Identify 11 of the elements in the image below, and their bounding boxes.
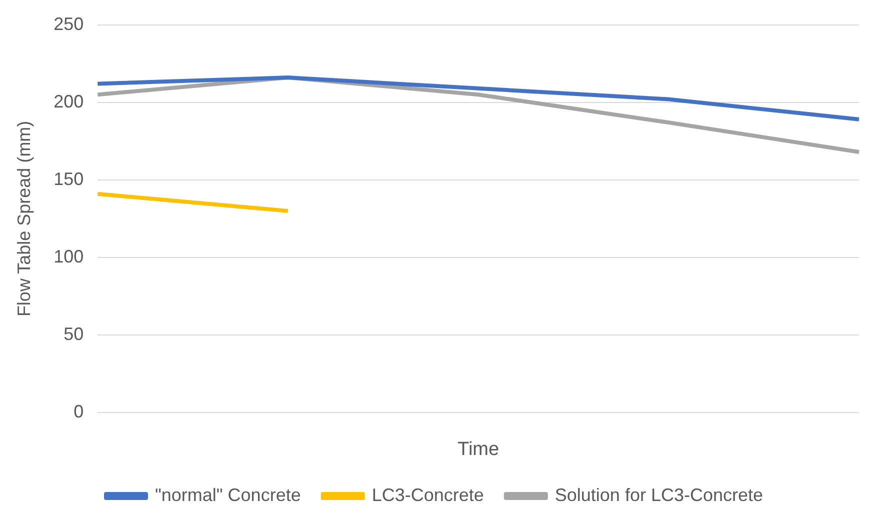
y-tick-label: 50 — [64, 324, 84, 344]
x-axis-title: Time — [458, 438, 500, 460]
y-tick-label: 100 — [54, 246, 84, 266]
legend-label: "normal" Concrete — [155, 484, 301, 505]
y-tick-label: 250 — [54, 14, 84, 34]
legend-label: Solution for LC3-Concrete — [554, 484, 763, 505]
y-tick-label: 0 — [74, 402, 84, 422]
y-axis-title: Flow Table Spread (mm) — [14, 120, 34, 317]
legend-label: LC3-Concrete — [372, 484, 484, 505]
y-tick-label: 200 — [54, 91, 84, 112]
y-tick-label: 150 — [54, 168, 84, 189]
